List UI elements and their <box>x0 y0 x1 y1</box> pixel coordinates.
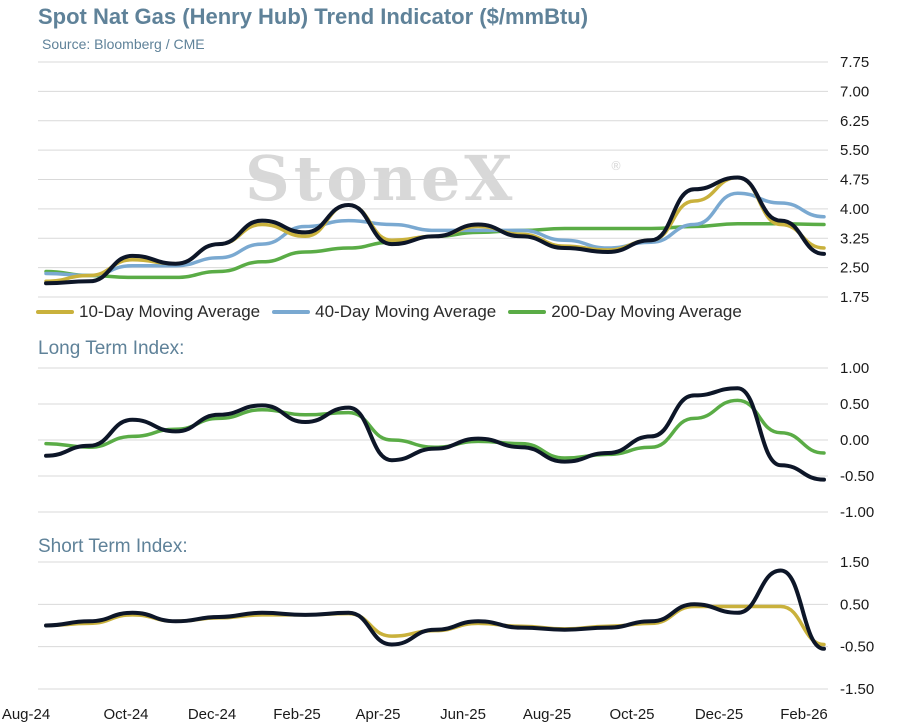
y-tick-label-price: 7.00 <box>840 83 869 100</box>
y-tick-label-price: 4.75 <box>840 172 869 189</box>
y-tick-label-price: 3.25 <box>840 230 869 247</box>
legend: 10-Day Moving Average 40-Day Moving Aver… <box>36 302 742 322</box>
y-tick-label-long-term: -0.50 <box>840 468 874 485</box>
y-tick-label-price: 5.50 <box>840 142 869 159</box>
y-axis-ticks: 7.75 7.00 6.25 5.50 4.75 4.00 3.25 2.50 1.75 1.00… <box>840 54 874 698</box>
long-term-series-line-0 <box>44 386 826 482</box>
y-tick-label-short-term: 0.50 <box>840 596 869 613</box>
legend-swatch-10day <box>36 310 74 314</box>
y-tick-label-long-term: -1.00 <box>840 504 874 521</box>
x-tick-label: Aug-25 <box>523 706 571 723</box>
x-tick-label: Feb-25 <box>273 706 321 723</box>
legend-label-10day: 10-Day Moving Average <box>79 302 261 321</box>
y-tick-label-short-term: -1.50 <box>840 681 874 698</box>
price-series-line-0 <box>44 175 826 286</box>
x-tick-label: Feb-26 <box>780 706 828 723</box>
y-tick-label-long-term: 0.00 <box>840 432 869 449</box>
y-tick-label-price: 2.50 <box>840 260 869 277</box>
x-tick-label: Apr-25 <box>355 706 400 723</box>
y-tick-label-long-term: 0.50 <box>840 396 869 413</box>
chart-source: Source: Bloomberg / CME <box>42 36 205 52</box>
short-term-series-line-0 <box>44 568 826 651</box>
legend-label-200day: 200-Day Moving Average <box>551 302 742 321</box>
x-tick-label: Jun-25 <box>440 706 486 723</box>
y-tick-label-price: 1.75 <box>840 289 869 306</box>
y-tick-label-price: 4.00 <box>840 201 869 218</box>
legend-item-200day: 200-Day Moving Average <box>508 302 742 322</box>
y-tick-label-short-term: 1.50 <box>840 554 869 571</box>
legend-swatch-40day <box>272 310 311 314</box>
chart-title: Spot Nat Gas (Henry Hub) Trend Indicator… <box>38 4 589 29</box>
y-tick-label-price: 7.75 <box>840 54 869 71</box>
watermark-text: StoneX <box>245 142 516 215</box>
legend-swatch-200day <box>508 310 547 314</box>
x-tick-label: Oct-24 <box>103 706 148 723</box>
x-tick-label: Dec-25 <box>695 706 743 723</box>
x-tick-label: Oct-25 <box>609 706 654 723</box>
short-term-index-title: Short Term Index: <box>38 536 188 557</box>
short-term-series-line-1 <box>44 604 826 647</box>
y-tick-label-short-term: -0.50 <box>840 639 874 656</box>
legend-item-40day: 40-Day Moving Average <box>272 302 496 322</box>
series-lines <box>44 175 826 651</box>
watermark-registered-mark: ® <box>610 159 622 173</box>
x-tick-label: Aug-24 <box>2 706 50 723</box>
x-axis-ticks: Aug-24 Oct-24 Dec-24 Feb-25 Apr-25 Jun-25 Aug-… <box>2 706 828 723</box>
stonex-watermark: StoneX ® <box>245 142 622 215</box>
legend-item-10day: 10-Day Moving Average <box>36 302 260 322</box>
legend-label-40day: 40-Day Moving Average <box>315 302 497 321</box>
y-tick-label-long-term: 1.00 <box>840 360 869 377</box>
y-tick-label-price: 6.25 <box>840 113 869 130</box>
x-tick-label: Dec-24 <box>188 706 236 723</box>
long-term-index-title: Long Term Index: <box>38 338 185 359</box>
